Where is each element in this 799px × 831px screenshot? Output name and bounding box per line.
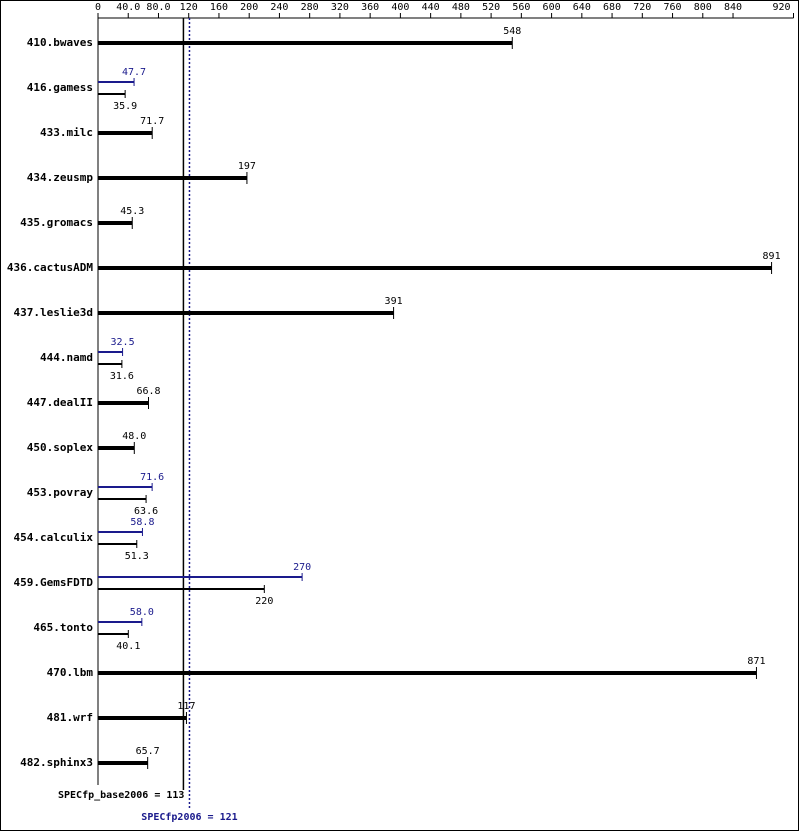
value-label: 871 [747,656,765,667]
bar [98,363,122,365]
reference-label: SPECfp2006 = 121 [141,812,237,823]
category-label: 482.sphinx3 [20,756,93,769]
bar [98,761,148,765]
value-label: 65.7 [136,746,160,757]
bar [98,498,147,500]
value-label: 270 [293,562,311,573]
x-tick-label: 600 [543,2,561,13]
bar [98,588,265,590]
bar [98,716,187,720]
x-tick-label: 680 [603,2,621,13]
bar [98,81,135,83]
bar [98,266,772,270]
reference-label: SPECfp_base2006 = 113 [58,790,184,801]
x-tick-label: 440 [422,2,440,13]
value-label: 40.1 [116,641,140,652]
bar [98,311,394,315]
category-label: 433.milc [40,126,93,139]
value-label: 32.5 [111,337,135,348]
bar [98,486,153,488]
bar [98,351,123,353]
x-tick-label: 120 [180,2,198,13]
value-label: 63.6 [134,506,158,517]
bar [98,401,149,405]
bar [98,93,126,95]
x-tick-label: 360 [361,2,379,13]
bar [98,531,143,533]
category-label: 435.gromacs [20,216,93,229]
category-label: 450.soplex [27,441,94,454]
value-label: 891 [763,251,781,262]
x-tick-label: 520 [482,2,500,13]
x-tick-label: 920 [772,2,790,13]
bar [98,633,129,635]
value-label: 220 [255,596,273,607]
category-label: 444.namd [40,351,93,364]
x-tick-label: 200 [240,2,258,13]
category-label: 481.wrf [47,711,93,724]
value-label: 117 [177,701,195,712]
x-tick-label: 400 [391,2,409,13]
category-label: 459.GemsFDTD [14,576,94,589]
value-label: 35.9 [113,101,137,112]
x-tick-label: 840 [724,2,742,13]
value-label: 51.3 [125,551,149,562]
value-label: 66.8 [136,386,160,397]
x-tick-label: 760 [664,2,682,13]
x-tick-label: 40.0 [116,2,140,13]
category-label: 465.tonto [33,621,93,634]
bar [98,446,135,450]
x-tick-label: 560 [512,2,530,13]
x-tick-label: 720 [633,2,651,13]
x-tick-label: 800 [694,2,712,13]
bar [98,41,513,45]
category-label: 470.lbm [47,666,94,679]
x-tick-label: 240 [270,2,288,13]
value-label: 197 [238,161,256,172]
bar [98,621,142,623]
category-label: 454.calculix [14,531,94,544]
bar [98,543,137,545]
value-label: 58.8 [130,517,154,528]
bar [98,671,757,675]
value-label: 58.0 [130,607,154,618]
category-label: 437.leslie3d [14,306,93,319]
value-label: 548 [503,26,521,37]
x-tick-label: 640 [573,2,591,13]
category-label: 410.bwaves [27,36,93,49]
category-label: 453.povray [27,486,94,499]
value-label: 31.6 [110,371,134,382]
x-tick-label: 0 [95,2,101,13]
bar [98,576,303,578]
bar [98,131,153,135]
bar [98,176,247,180]
bar [98,221,133,225]
category-label: 416.gamess [27,81,93,94]
value-label: 71.7 [140,116,164,127]
category-label: 434.zeusmp [27,171,94,184]
value-label: 48.0 [122,431,146,442]
x-tick-label: 80.0 [146,2,170,13]
value-label: 47.7 [122,67,146,78]
x-tick-label: 320 [331,2,349,13]
category-label: 447.dealII [27,396,93,409]
x-tick-label: 480 [452,2,470,13]
value-label: 45.3 [120,206,144,217]
value-label: 71.6 [140,472,164,483]
x-tick-label: 160 [210,2,228,13]
x-tick-label: 280 [301,2,319,13]
category-label: 436.cactusADM [7,261,93,274]
value-label: 391 [385,296,403,307]
